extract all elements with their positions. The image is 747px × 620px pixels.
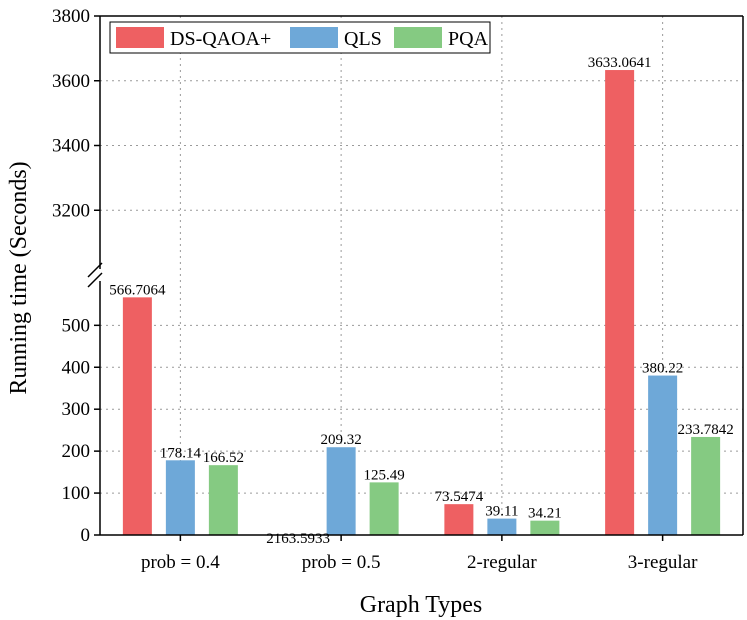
tick-labels: 0 100 200 300 400 500 3200 3400 3600 3800 prob = 0… xyxy=(52,6,698,573)
y-tick-label: 3400 xyxy=(52,136,90,157)
y-tick-label: 500 xyxy=(62,315,91,336)
axis-break-mark xyxy=(87,272,103,288)
value-label: 209.32 xyxy=(321,432,362,448)
legend-swatch xyxy=(290,27,338,48)
x-tick-label: prob = 0.5 xyxy=(302,552,381,573)
value-label: 73.5474 xyxy=(435,489,484,505)
value-label: 233.7842 xyxy=(678,422,734,438)
legend: DS-QAOA+ QLS PQA xyxy=(109,21,491,54)
value-label: 34.21 xyxy=(528,506,562,522)
bar-pqa xyxy=(208,465,238,535)
value-label: 566.7064 xyxy=(109,282,166,298)
y-tick-label: 0 xyxy=(81,525,91,546)
legend-swatch xyxy=(116,27,164,48)
y-axis-title: Running time (Seconds) xyxy=(6,161,32,394)
legend-swatch xyxy=(394,27,442,48)
axis-break-mark xyxy=(87,262,103,278)
x-tick-label: 3-regular xyxy=(628,552,698,573)
value-label: 125.49 xyxy=(364,467,405,483)
y-tick-label: 3800 xyxy=(52,6,90,27)
y-tick-label: 200 xyxy=(62,441,91,462)
legend-label: PQA xyxy=(448,28,489,50)
x-axis-title: Graph Types xyxy=(360,592,483,618)
value-label: 380.22 xyxy=(642,361,683,377)
axes xyxy=(87,15,744,541)
bar-ds-qaoa- xyxy=(444,504,474,535)
x-tick-label: prob = 0.4 xyxy=(141,552,220,573)
x-tick-label: 2-regular xyxy=(467,552,537,573)
bar-pqa xyxy=(369,482,399,535)
bar-qls xyxy=(326,447,356,535)
bar-qls xyxy=(648,375,678,535)
bars xyxy=(122,70,721,535)
bar-qls xyxy=(165,460,195,535)
y-tick-label: 400 xyxy=(62,357,91,378)
bar-qls xyxy=(487,518,517,535)
y-tick-label: 3600 xyxy=(52,71,90,92)
y-tick-label: 100 xyxy=(62,483,91,504)
y-tick-label: 3200 xyxy=(52,200,90,221)
value-label: 166.52 xyxy=(203,450,244,466)
bar-ds-qaoa- xyxy=(605,70,635,535)
legend-label: DS-QAOA+ xyxy=(170,28,271,50)
value-label: 3633.0641 xyxy=(588,55,652,71)
value-label: 2163.5933 xyxy=(266,531,330,547)
legend-label: QLS xyxy=(344,28,382,50)
value-labels: 566.7064 2163.5933 73.5474 3633.0641 178.14 2… xyxy=(109,55,734,547)
value-label: 39.11 xyxy=(485,504,518,520)
value-label: 178.14 xyxy=(160,445,202,461)
bar-ds-qaoa- xyxy=(122,297,152,535)
y-tick-label: 300 xyxy=(62,399,91,420)
bar-pqa xyxy=(691,436,721,535)
bar-pqa xyxy=(530,520,560,535)
